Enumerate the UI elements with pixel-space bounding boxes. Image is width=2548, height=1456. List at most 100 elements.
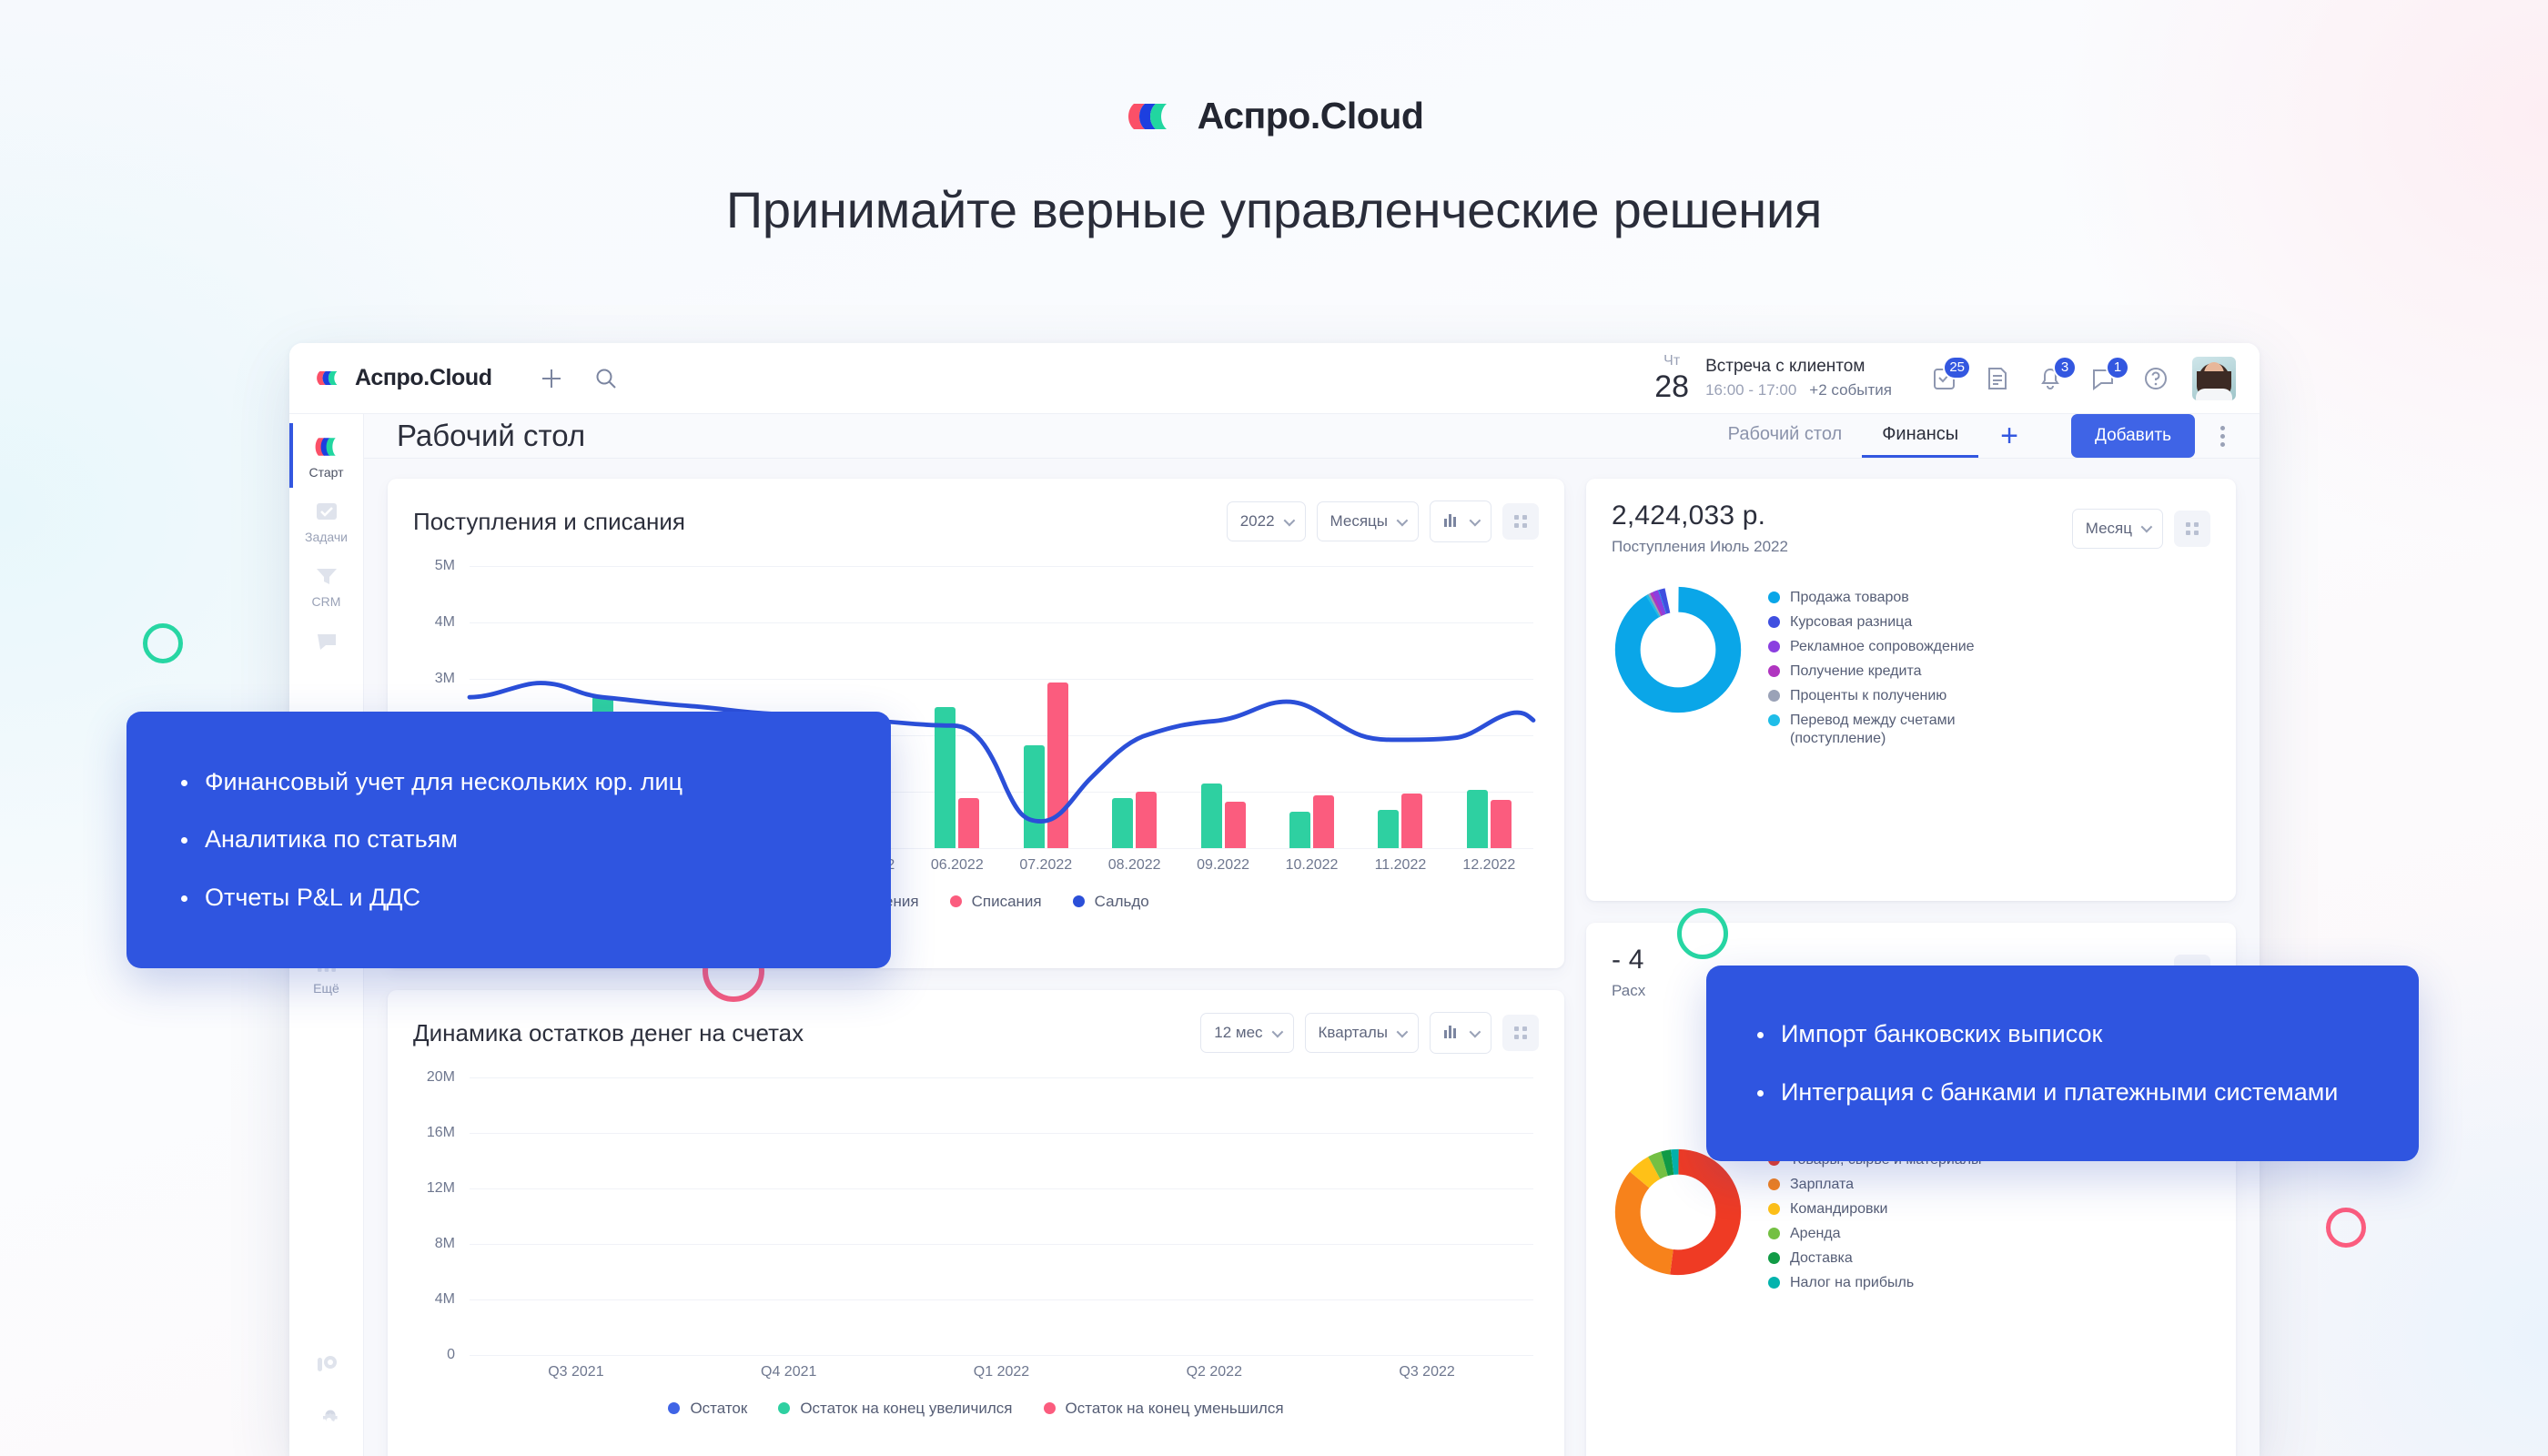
callout-item: Отчеты P&L и ДДС	[177, 882, 840, 914]
tab-finance[interactable]: Финансы	[1862, 414, 1979, 458]
callout-item: Аналитика по статьям	[177, 824, 840, 855]
legend-item[interactable]: Остаток	[668, 1399, 747, 1418]
year-select[interactable]: 2022	[1226, 501, 1306, 541]
bell-icon[interactable]: 3	[2034, 355, 2077, 395]
sidebar-item-label: Старт	[308, 465, 344, 480]
legend-item[interactable]: Сальдо	[1072, 892, 1149, 911]
legend-item[interactable]: Курсовая разница	[1768, 613, 2004, 632]
card-controls: Месяц	[2071, 508, 2210, 549]
more-options-icon[interactable]	[2215, 420, 2230, 452]
event-title: Встреча с клиентом	[1705, 357, 1866, 376]
chevron-down-icon	[1283, 514, 1295, 526]
x-tick: Q4 2021	[761, 1364, 817, 1380]
legend-label: Аренда	[1790, 1226, 1841, 1241]
x-tick: Q3 2021	[548, 1364, 604, 1380]
legend-item[interactable]: Проценты к получению	[1768, 687, 2004, 705]
chart-legend: Остаток Остаток на конец увеличился Оста…	[413, 1399, 1539, 1418]
sidebar-item-tasks[interactable]: Задачи	[289, 488, 364, 552]
topbar-icon-group: 25 3 1	[1928, 355, 2172, 395]
legend-dot	[1768, 641, 1780, 652]
legend-item[interactable]: Аренда	[1768, 1225, 1982, 1243]
bar-group	[1356, 566, 1444, 848]
saldo-line-series	[467, 681, 1536, 824]
event-more-count: +2 события	[1809, 381, 1892, 399]
page-header: Рабочий стол Рабочий стол Финансы + Доба…	[364, 414, 2260, 459]
legend-item[interactable]: Остаток на конец уменьшился	[1043, 1399, 1284, 1418]
drag-handle-icon[interactable]	[1502, 1015, 1539, 1051]
donut-expense: Товары, сырье и материалы Зарплата Коман…	[1612, 1146, 2210, 1292]
card-header: 2,424,033 р. Поступления Июль 2022 Месяц	[1612, 500, 2210, 556]
crm-funnel-icon	[313, 562, 340, 590]
stacked-bar-series	[470, 1077, 1533, 1355]
tab-dashboard[interactable]: Рабочий стол	[1727, 424, 1843, 444]
callout-list: Импорт банковских выписок Интеграция с б…	[1754, 1018, 2371, 1107]
donut-chart-income	[1614, 586, 1742, 713]
legend-item[interactable]: Рекламное сопровождение	[1768, 638, 2004, 656]
brand-name: Аспро.Cloud	[1197, 95, 1424, 136]
legend-item[interactable]: Продажа товаров	[1768, 589, 2004, 607]
x-tick: 08.2022	[1107, 857, 1161, 873]
legend-item[interactable]: Остаток на конец увеличился	[778, 1399, 1013, 1418]
settings-gear-icon[interactable]	[313, 1405, 340, 1432]
person-key-icon[interactable]	[313, 1350, 340, 1378]
y-tick: 4M	[434, 614, 455, 630]
app-topbar: Аспро.Cloud Чт 28 Встреча с клиентом 16:…	[289, 343, 2260, 414]
legend-item[interactable]: Списания	[949, 892, 1042, 911]
add-button[interactable]: Добавить	[2071, 414, 2195, 458]
date-day: 28	[1654, 369, 1690, 404]
search-icon[interactable]	[591, 363, 622, 394]
bar-group	[1002, 566, 1090, 848]
document-icon[interactable]	[1981, 362, 2014, 395]
sidebar-item-chat[interactable]	[289, 617, 364, 667]
plot-area	[470, 1077, 1533, 1356]
tasks-icon[interactable]: 25	[1928, 355, 1971, 395]
chat-icon[interactable]: 1	[2087, 355, 2129, 395]
legend-label: Курсовая разница	[1790, 614, 1913, 630]
legend-dot	[1768, 714, 1780, 726]
legend-label: Остаток на конец увеличился	[800, 1400, 1013, 1417]
sidebar-item-crm[interactable]: CRM	[289, 552, 364, 617]
help-icon[interactable]	[2139, 362, 2172, 395]
legend-dot	[1043, 1402, 1056, 1415]
decorative-ring-pink	[2326, 1208, 2366, 1248]
legend-item[interactable]: Налог на прибыль	[1768, 1274, 1982, 1292]
legend-label: Сальдо	[1094, 893, 1149, 910]
callout-item: Интеграция с банками и платежными систем…	[1754, 1077, 2371, 1108]
drag-handle-icon[interactable]	[1502, 503, 1539, 540]
legend-item[interactable]: Доставка	[1768, 1249, 1982, 1268]
period-select[interactable]: Кварталы	[1304, 1013, 1419, 1053]
callout-list: Финансовый учет для нескольких юр. лиц А…	[177, 766, 840, 913]
callout-finance-features: Финансовый учет для нескольких юр. лиц А…	[126, 712, 891, 968]
income-total: 2,424,033 р.	[1612, 500, 1766, 531]
aspro-logo-icon	[313, 433, 340, 460]
legend-label: Доставка	[1790, 1250, 1853, 1266]
range-select[interactable]: 12 мес	[1200, 1013, 1294, 1053]
donut-income: Продажа товаров Курсовая разница Рекламн…	[1612, 583, 2210, 748]
avatar[interactable]	[2192, 356, 2236, 400]
legend-item[interactable]: Зарплата	[1768, 1176, 1982, 1194]
page-headline: Принимайте верные управленческие решения	[725, 181, 1823, 238]
legend-item[interactable]: Перевод между счетами (поступление)	[1768, 712, 2004, 748]
app-logo[interactable]: Аспро.Cloud	[315, 365, 492, 391]
legend-label: Рекламное сопровождение	[1790, 639, 1975, 654]
period-select-value: Кварталы	[1318, 1024, 1388, 1041]
y-tick: 5M	[434, 558, 455, 573]
period-select[interactable]: Месяц	[2071, 508, 2163, 549]
today-date[interactable]: Чт 28	[1654, 354, 1690, 404]
chart-type-select[interactable]	[1430, 500, 1491, 542]
legend-label: Налог на прибыль	[1790, 1275, 1915, 1290]
legend-item[interactable]: Командировки	[1768, 1200, 1982, 1218]
sidebar-item-start[interactable]: Старт	[289, 423, 364, 488]
legend-label: Зарплата	[1790, 1177, 1855, 1192]
chart-type-select[interactable]	[1430, 1012, 1491, 1054]
callout-item: Финансовый учет для нескольких юр. лиц	[177, 766, 840, 798]
plus-icon[interactable]	[536, 363, 567, 394]
card-header: Динамика остатков денег на счетах 12 мес…	[413, 1012, 1539, 1054]
next-event[interactable]: Встреча с клиентом 16:00 - 17:00 +2 собы…	[1705, 357, 1892, 399]
drag-handle-icon[interactable]	[2174, 510, 2210, 547]
year-select-value: 2022	[1239, 512, 1275, 530]
period-select[interactable]: Месяцы	[1316, 501, 1419, 541]
legend-item[interactable]: Получение кредита	[1768, 662, 2004, 681]
income-subtitle: Поступления Июль 2022	[1612, 538, 1788, 555]
tab-add-button[interactable]: +	[2000, 418, 2019, 453]
